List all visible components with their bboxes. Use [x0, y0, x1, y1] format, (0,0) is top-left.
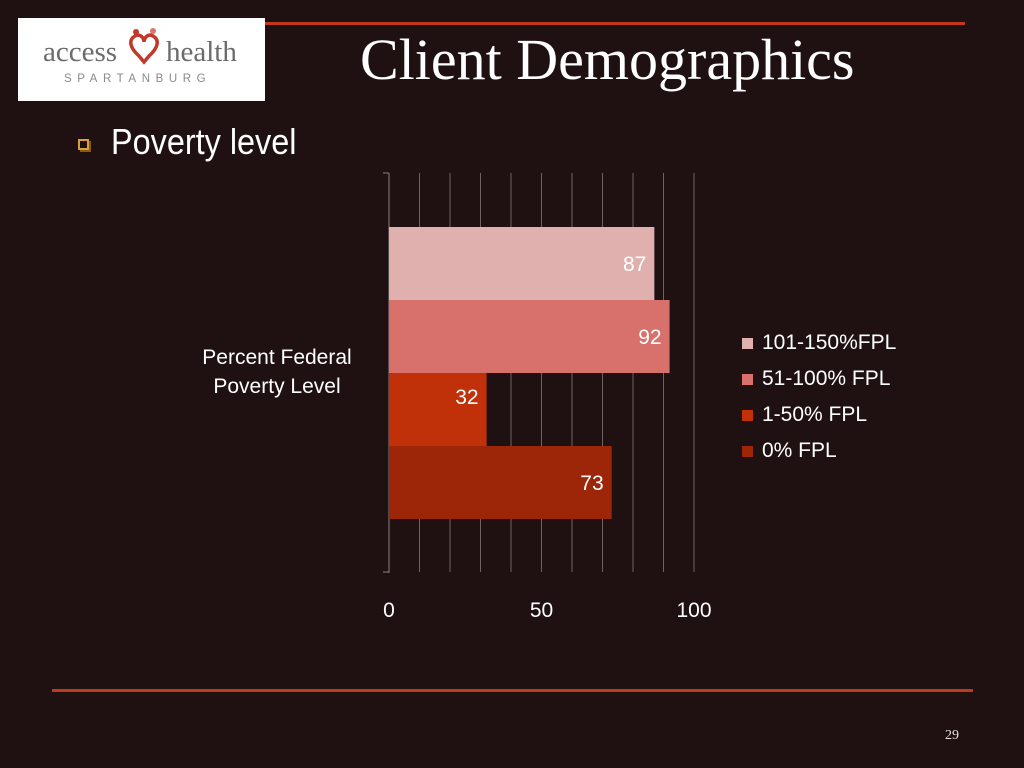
data-label: 73 — [580, 472, 603, 495]
bar-0 — [389, 227, 655, 300]
x-tick-label: 50 — [530, 599, 553, 622]
data-label: 32 — [455, 386, 478, 409]
page-number: 29 — [945, 728, 959, 743]
logo: access health SPARTANBURG — [18, 18, 265, 101]
data-label: 92 — [638, 326, 661, 349]
x-tick-label: 100 — [676, 599, 711, 622]
bullet-text: Poverty level — [111, 121, 297, 162]
legend-swatch — [742, 446, 753, 457]
legend-item: 101-150%FPL — [742, 330, 896, 366]
logo-word-access: access — [43, 36, 118, 68]
legend-item: 0% FPL — [742, 438, 896, 474]
legend-label: 51-100% FPL — [762, 367, 891, 390]
legend-label: 101-150%FPL — [762, 331, 897, 354]
logo-word-health: health — [166, 36, 237, 68]
top-divider — [265, 22, 965, 25]
chart-legend: 101-150%FPL 51-100% FPL 1-50% FPL 0% FPL — [742, 330, 896, 474]
bottom-divider — [52, 689, 973, 692]
legend-item: 1-50% FPL — [742, 402, 896, 438]
x-tick-label: 0 — [383, 599, 395, 622]
bullet-icon — [78, 139, 89, 150]
legend-label: 0% FPL — [762, 439, 837, 462]
category-label: Percent Federal Poverty Level — [202, 346, 352, 398]
legend-label: 1-50% FPL — [762, 403, 868, 426]
bar-3 — [389, 446, 612, 519]
heart-logo-icon — [129, 28, 159, 65]
data-label: 87 — [623, 253, 646, 276]
legend-swatch — [742, 410, 753, 421]
logo-subtitle: SPARTANBURG — [64, 73, 212, 85]
bar-1 — [389, 300, 670, 373]
legend-swatch — [742, 338, 753, 349]
slide-title: Client Demographics — [360, 27, 855, 92]
legend-swatch — [742, 374, 753, 385]
bar-2 — [389, 373, 487, 446]
legend-item: 51-100% FPL — [742, 366, 896, 402]
